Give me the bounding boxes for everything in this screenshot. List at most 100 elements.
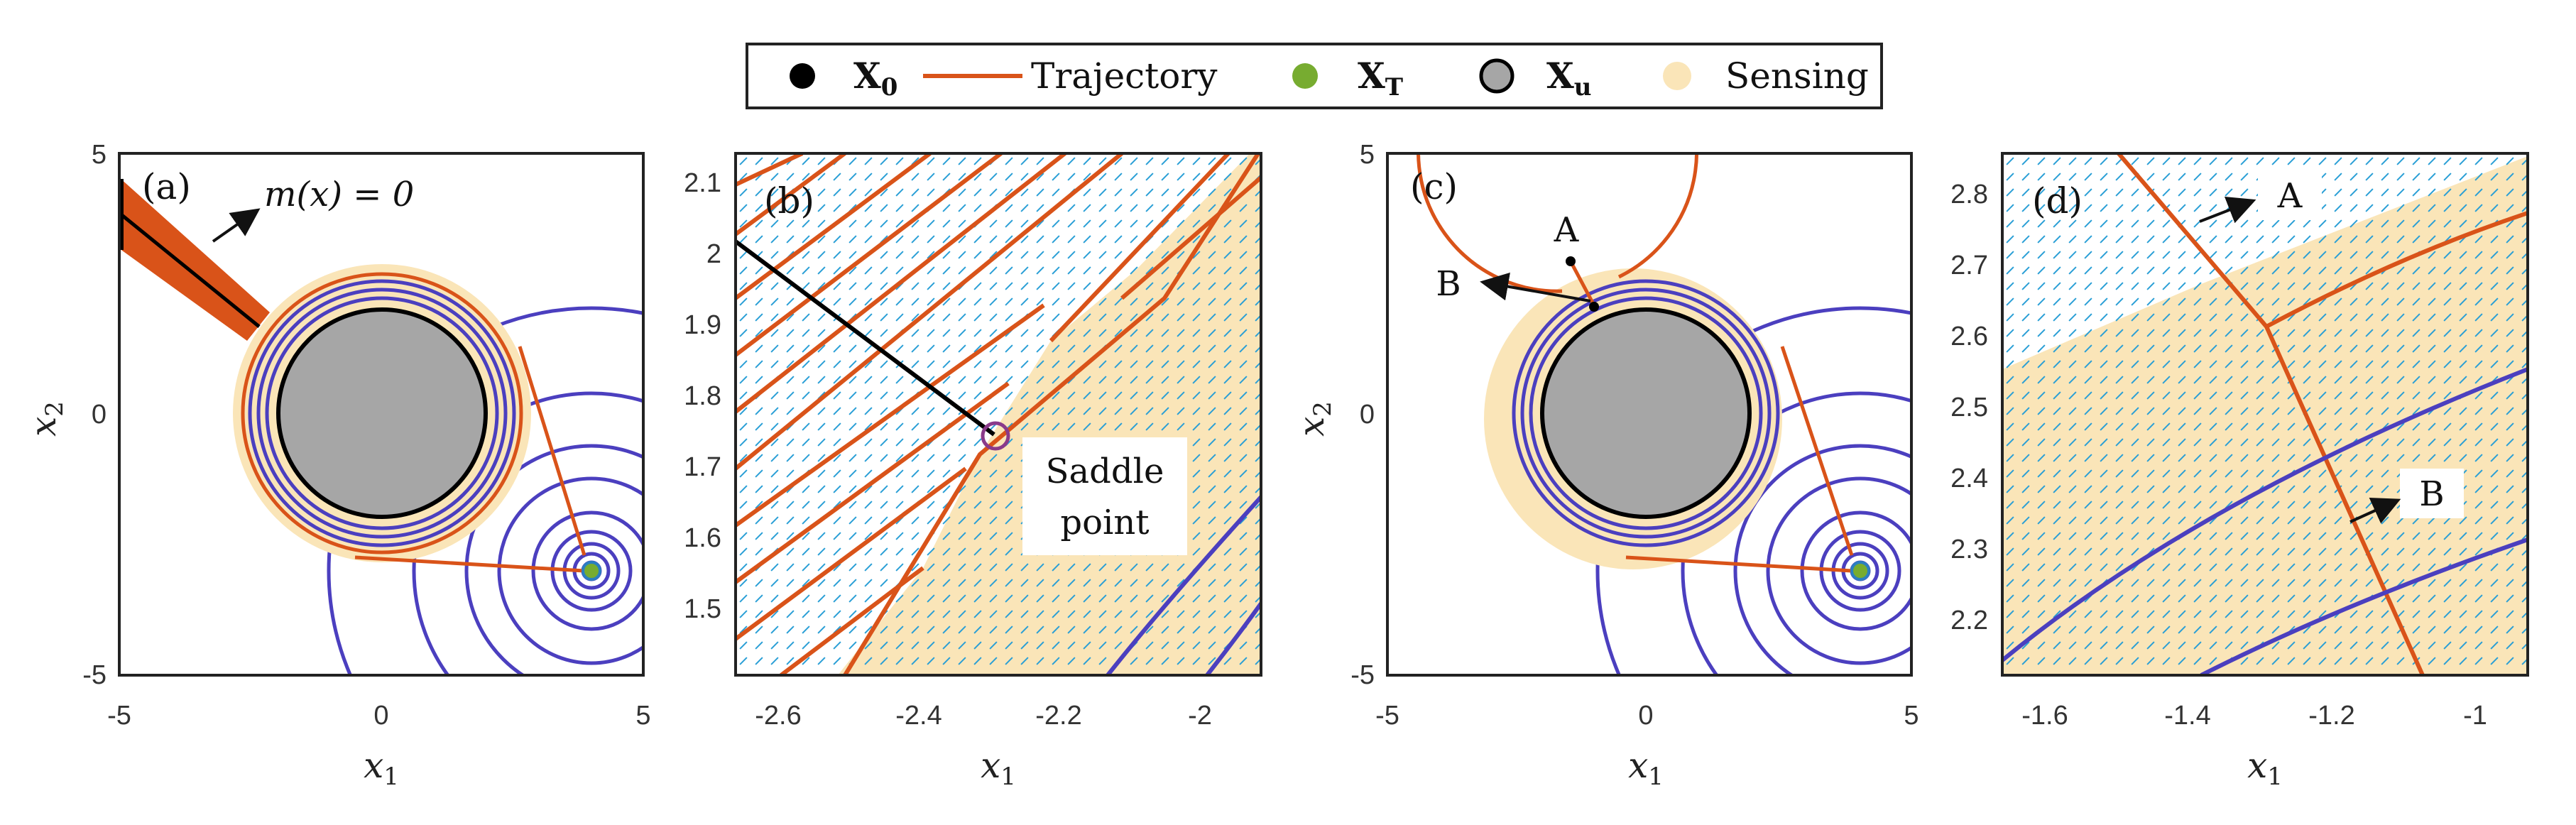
- panel-b-vector-84: [989, 188, 998, 197]
- panel-d-b-box: [2400, 469, 2464, 518]
- panel-b-vector-1106: [1020, 657, 1029, 665]
- panel-d-vector-363: [2365, 313, 2374, 322]
- panel-b-vector-213: [880, 251, 888, 259]
- panel-b-vector-146: [895, 219, 904, 228]
- panel-b-vector-517: [848, 391, 857, 400]
- panel-d-vector-968: [2256, 594, 2264, 603]
- panel-d-vector-218: [2225, 251, 2233, 259]
- panel-b-vector-1093: [817, 657, 826, 665]
- panel-b-vector-412: [802, 344, 810, 353]
- panel-d-vector-889: [2084, 563, 2092, 572]
- panel-d-vector-390: [2256, 329, 2264, 337]
- panel-b-vector-477: [755, 376, 763, 384]
- panel-b-vector-356: [989, 313, 998, 322]
- panel-d-vector-45: [2178, 173, 2186, 181]
- panel-b-vector-218: [958, 251, 966, 259]
- panel-d-vector-49: [2240, 173, 2249, 181]
- panel-b-vector-653: [848, 454, 857, 462]
- panel-b-vector-301: [1192, 282, 1201, 290]
- panel-d-vector-200: [2474, 235, 2483, 244]
- panel-d-vector-1001: [2240, 610, 2249, 618]
- panel-b-vector-430: [1083, 344, 1091, 353]
- panel-d-vector-451: [2146, 360, 2155, 368]
- panel-b-vector-587: [880, 422, 888, 431]
- panel-b-vector-112: [895, 204, 904, 212]
- panel-d-vector-917: [2521, 564, 2528, 572]
- panel-d-vector-953: [2021, 594, 2030, 603]
- panel-b-vector-424: [989, 344, 998, 353]
- panel-d-vector-576: [2506, 407, 2514, 415]
- panel-b-vector-64: [1208, 173, 1216, 181]
- panel-b-vector-817: [755, 532, 763, 540]
- panel-b-vector-269: [1223, 266, 1232, 275]
- panel-d-vector-80: [2193, 188, 2202, 197]
- panel-d-vector-679: [2521, 454, 2528, 462]
- panel-b-vector-1113: [1130, 657, 1138, 665]
- panel-b-vector-329: [1098, 297, 1107, 306]
- panel-d-vector-847: [2490, 532, 2499, 540]
- panel-d-vector-337: [2490, 297, 2499, 306]
- panel-d-vector-998: [2193, 610, 2202, 618]
- panel-b-vector-567: [1098, 407, 1107, 415]
- panel-b-vector-692: [927, 469, 935, 478]
- panel-b-vector-795: [942, 516, 951, 525]
- panel-d-vector-555: [2178, 407, 2186, 415]
- panel-d-vector-8: [2131, 157, 2139, 165]
- panel-b-vector-584: [833, 422, 841, 431]
- panel-d-vector-903: [2303, 563, 2311, 572]
- panel-b-vector-469: [1161, 360, 1169, 368]
- panel-b-vector-326: [1052, 297, 1060, 306]
- panel-d-vector-768: [2318, 501, 2327, 509]
- panel-b-vector-28: [1177, 157, 1185, 165]
- panel-d-vector-350: [2162, 313, 2171, 322]
- panel-b-vector-449: [848, 360, 857, 368]
- panel-d-vector-273: [2021, 282, 2030, 290]
- panel-b-vector-145: [880, 219, 888, 228]
- panel-b-vector-758: [895, 501, 904, 509]
- panel-d-vector-1105: [2271, 657, 2280, 665]
- panel-b-vector-386: [927, 329, 935, 337]
- panel-b-vector-348: [864, 313, 873, 322]
- panel-d-vector-897: [2209, 563, 2217, 572]
- panel-d-vector-509: [2521, 376, 2528, 384]
- panel-b-vector-882: [1239, 547, 1248, 556]
- panel-d-vector-893: [2146, 563, 2155, 572]
- panel-d-vector-339: [2521, 298, 2528, 306]
- panel-d-vector-265: [2428, 266, 2436, 275]
- panel-d-vector-488: [2193, 376, 2202, 384]
- panel-b-vector-577: [1255, 408, 1261, 415]
- legend-xu-marker: [1479, 58, 1515, 94]
- panel-b-vector-188: [1020, 235, 1029, 244]
- panel-b-vector-144: [864, 219, 873, 228]
- panel-d-vector-790: [2131, 516, 2139, 525]
- panel-b-vector-968: [989, 594, 998, 603]
- panel-b-vector-342: [770, 313, 779, 322]
- panel-b-vector-849: [1255, 532, 1261, 540]
- panel-d-vector-575: [2490, 407, 2499, 415]
- panel-b-vector-580: [770, 422, 779, 431]
- panel-b-vector-61: [1161, 173, 1169, 181]
- panel-b-vector-78: [895, 188, 904, 197]
- panel-b-vector-331: [1130, 297, 1138, 306]
- panel-b-vector-999: [942, 610, 951, 618]
- panel-d-vector-269: [2490, 266, 2499, 275]
- panel-d-vector-619: [2115, 438, 2124, 447]
- panel-b-vector-652: [833, 454, 841, 462]
- panel-d-vector-1: [2021, 157, 2030, 165]
- panel-d-vector-91: [2365, 188, 2374, 197]
- panel-d-vector-1027: [2115, 625, 2124, 634]
- panel-d-vector-123: [2334, 204, 2342, 212]
- panel-b-vector-129: [1161, 204, 1169, 212]
- panel-d-vector-550: [2100, 407, 2108, 415]
- panel-d-vector-813: [2490, 516, 2499, 525]
- panel-d-vector-257: [2303, 266, 2311, 275]
- panel-d-vector-208: [2068, 251, 2077, 259]
- panel-d-vector-792: [2162, 516, 2171, 525]
- panel-d-vector-409: [2021, 344, 2030, 353]
- panel-d-vector-1035: [2240, 625, 2249, 634]
- panel-d-vector-1051: [2490, 625, 2499, 634]
- panel-b-vector-440: [1239, 344, 1248, 353]
- panel-d-vector-11: [2178, 157, 2186, 165]
- panel-d-vector-564: [2318, 407, 2327, 415]
- panel-d-vector-383: [2146, 329, 2155, 337]
